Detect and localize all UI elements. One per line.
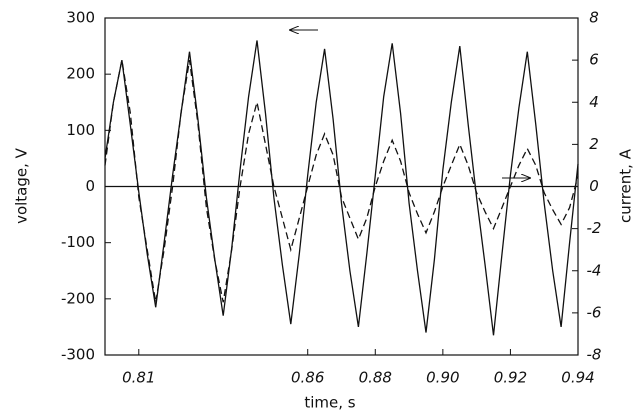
x-tick-label: 0.81 (122, 369, 155, 387)
y-tick-label: 200 (66, 65, 95, 83)
x-tick-label: 0.86 (291, 369, 324, 387)
y-tick-label: -200 (61, 289, 95, 307)
y2-tick-label: 4 (589, 93, 599, 111)
y2-tick-label: -8 (587, 346, 602, 364)
y-axis-title: voltage, V (13, 147, 31, 224)
x-tick-label: 0.92 (494, 369, 527, 387)
y-tick-label: 300 (66, 9, 95, 27)
y-tick-label: -100 (61, 233, 95, 251)
y2-tick-label: -6 (587, 303, 602, 321)
y2-tick-label: -4 (587, 261, 602, 279)
y2-tick-label: 2 (589, 135, 599, 153)
y2-tick-label: 0 (589, 177, 599, 195)
y-tick-label: 0 (85, 177, 95, 195)
data-line (104, 59, 579, 303)
y2-tick-label: 6 (589, 51, 599, 69)
x-tick-label: 0.90 (426, 369, 459, 387)
x-tick-label: 0.94 (561, 369, 594, 387)
y2-tick-label: -2 (587, 219, 602, 237)
x-tick-label: 0.88 (359, 369, 392, 387)
x-axis-title: time, s (304, 394, 355, 412)
y2-axis-title: current, A (617, 148, 635, 223)
data-line (104, 40, 579, 336)
y2-tick-label: 8 (589, 9, 599, 27)
y-tick-label: 100 (66, 121, 95, 139)
y-tick-label: -300 (61, 346, 95, 364)
